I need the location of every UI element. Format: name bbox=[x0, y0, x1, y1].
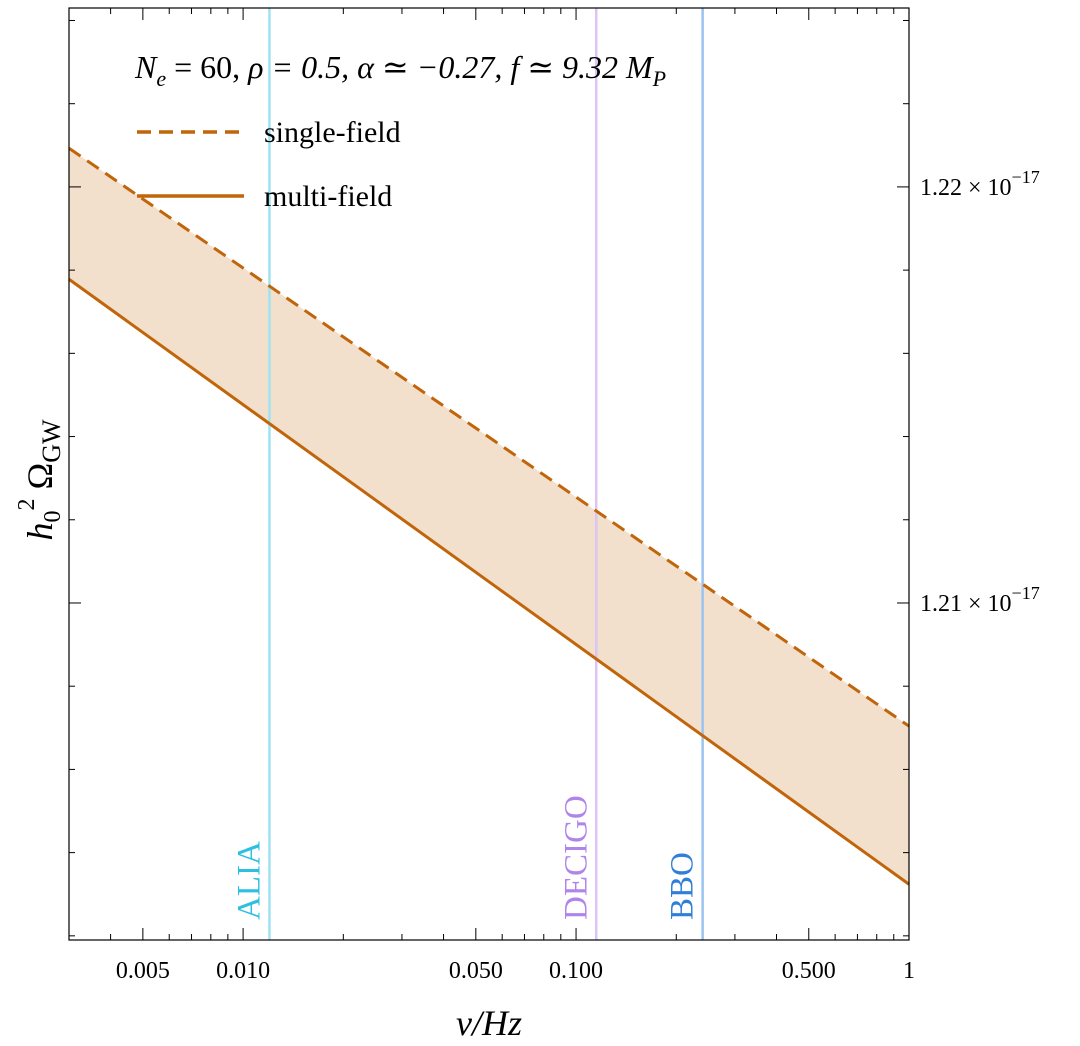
y-tick-label: 1.22 × 10−17 bbox=[920, 167, 1040, 201]
x-axis-label: ν/Hz bbox=[456, 1003, 522, 1043]
x-tick-label: 1 bbox=[903, 958, 915, 984]
x-tick-label: 0.050 bbox=[449, 958, 503, 984]
x-tick-label: 0.500 bbox=[782, 958, 836, 984]
detector-label-decigo: DECIGO bbox=[558, 795, 594, 920]
y-axis-label: h02 ΩGW bbox=[14, 419, 66, 541]
series-line-single-field bbox=[68, 146, 910, 728]
legend: single-field multi-field bbox=[137, 116, 401, 213]
detector-label-alia: ALIA bbox=[231, 841, 267, 920]
plot-frame bbox=[68, 7, 910, 941]
band-area bbox=[69, 148, 909, 885]
detector-label-bbo: BBO bbox=[665, 852, 701, 920]
x-tick-label: 0.010 bbox=[216, 958, 270, 984]
legend-label-multi-field: multi-field bbox=[264, 180, 392, 213]
series-line-multi-field bbox=[68, 278, 910, 886]
chart-title: Ne = 60, ρ = 0.5, α ≃ −0.27, f ≃ 9.32 MP bbox=[134, 49, 666, 91]
x-tick-label: 0.005 bbox=[116, 958, 170, 984]
y-tick-label: 1.21 × 10−17 bbox=[920, 583, 1040, 617]
x-tick-label: 0.100 bbox=[549, 958, 603, 984]
legend-label-single-field: single-field bbox=[264, 116, 401, 149]
